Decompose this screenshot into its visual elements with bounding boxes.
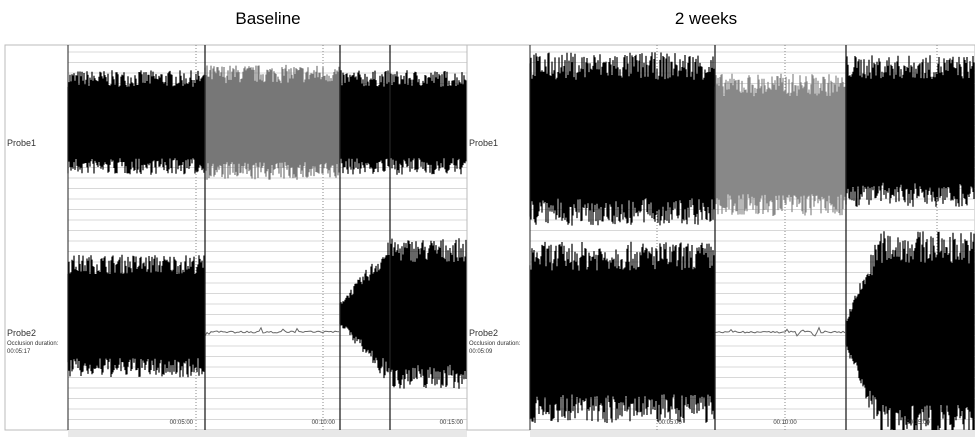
scrollbar [530,430,975,437]
probe-label: Probe2 [469,328,498,338]
occlusion-duration: 00:05:17 [7,349,31,355]
probe-label: Probe2 [7,328,36,338]
occlusion-note: Occlusion duration: [7,341,59,347]
flat-signal [714,326,846,337]
occlusion-note: Occlusion duration: [469,341,521,347]
panel-title: Baseline [235,9,300,28]
waveform [529,52,715,226]
waveform [529,241,715,423]
panel-title: 2 weeks [675,9,737,28]
waveform [714,73,846,216]
probe-label: Probe1 [469,138,498,148]
time-label: 00:10:00 [773,420,797,426]
probe-label: Probe1 [7,138,36,148]
waveform [67,254,205,378]
panel: Probe1 Probe2 Occlusion duration: 00:05:09 0… [466,44,975,437]
time-label: 00:15:00 [440,420,464,426]
panel: Probe1 Probe2 Occlusion duration: 00:05:17 0… [4,44,468,437]
occlusion-duration: 00:05:09 [469,349,493,355]
scrollbar [68,430,467,437]
flat-signal [204,326,340,338]
time-label: 00:05:00 [170,420,194,426]
time-label: 00:05:00 [658,420,682,426]
waveform [204,64,340,180]
time-label: 00:15:00 [906,420,930,426]
waveform [339,70,467,175]
waveform [845,55,975,207]
time-label: 00:10:00 [312,420,336,426]
